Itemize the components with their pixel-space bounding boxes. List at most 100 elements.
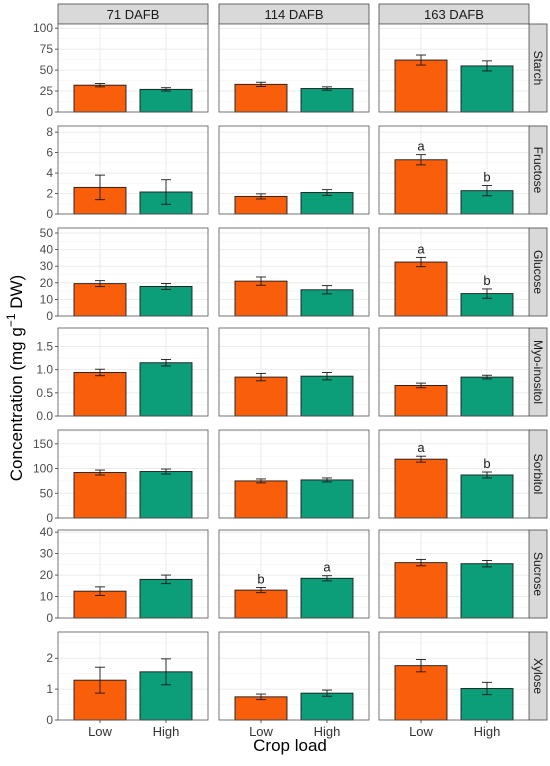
y-tick-label: 6 [46,146,53,160]
bar-low [234,376,288,417]
y-axis-label: Concentration (mg g−1 DW) [4,275,26,481]
panel-border [378,125,530,215]
y-axis-label-superscript: −1 [4,313,18,327]
y-tick-label: 10 [40,590,54,604]
bar-high [139,285,193,317]
bar-low [73,84,127,113]
bar-low [394,458,448,519]
y-tick-label: 50 [40,486,54,500]
row-strip-label: Glucose [531,250,545,294]
significance-letter: b [483,456,490,471]
y-tick-label: 0 [46,309,53,323]
panel-border [378,227,530,317]
y-tick-label: 100 [33,21,53,35]
significance-letter: b [483,170,490,185]
bar-low [394,261,448,317]
panel-border [57,227,209,317]
bar-high [300,375,354,417]
bar-low [394,59,448,113]
y-tick-label: 8 [46,125,53,139]
row-strip-label: Sorbitol [531,454,545,495]
y-tick-label: 150 [33,437,53,451]
bar-low [234,83,288,113]
y-tick-label: 0 [46,511,53,525]
panel-border [378,23,530,113]
significance-letter: a [323,560,331,575]
bar-low [234,280,288,317]
y-tick-label: 75 [40,42,54,56]
y-tick-label: 1.0 [36,363,53,377]
panel-border [378,327,530,417]
bar-high [139,578,193,619]
x-tick-label: Low [88,724,112,739]
panel-border [218,125,370,215]
column-strip-label: 163 DAFB [424,7,484,22]
x-tick-label: High [314,724,341,739]
y-tick-label: 30 [40,259,54,273]
row-strip-label: Xylose [531,658,545,694]
bar-low [73,283,127,317]
y-tick-label: 10 [40,292,54,306]
bar-high [139,88,193,113]
y-tick-label: 4 [46,166,53,180]
y-tick-label: 1 [46,682,53,696]
y-axis-label-main: Concentration (mg g [7,327,26,481]
panel-border [57,125,209,215]
bar-low [394,665,448,721]
bar-low [73,372,127,417]
x-tick-label: High [153,724,180,739]
panel-border [218,631,370,721]
panel-border [57,529,209,619]
bar-low [234,589,288,619]
y-tick-label: 0.0 [36,409,53,423]
y-tick-label: 0 [46,105,53,119]
bar-high [300,577,354,619]
x-tick-label: Low [409,724,433,739]
y-tick-label: 50 [40,226,54,240]
bar-low [73,472,127,519]
y-tick-label: 20 [40,568,54,582]
panel-border [57,23,209,113]
y-tick-label: 25 [40,84,54,98]
bar-high [139,471,193,519]
bar-low [234,696,288,721]
row-strip-label: Myo-inositol [531,340,545,404]
row-strip-label: Starch [531,51,545,86]
bar-high [139,362,193,417]
column-strip-label: 114 DAFB [264,7,323,22]
bar-high [300,479,354,519]
bar-low [394,384,448,417]
panel-border [218,227,370,317]
bar-high [460,376,514,417]
panel-border [218,327,370,417]
bar-low [394,562,448,619]
y-tick-label: 40 [40,525,54,539]
panel-border [378,631,530,721]
x-tick-label: High [474,724,501,739]
significance-letter: a [417,241,425,256]
column-strip-label: 71 DAFB [107,7,160,22]
row-strip-label: Fructose [531,147,545,194]
y-tick-label: 0.5 [36,386,53,400]
panel-border [378,529,530,619]
row-strip-label: Sucrose [531,552,545,596]
y-tick-label: 100 [33,462,53,476]
y-tick-label: 1.5 [36,340,53,354]
panel-border [218,429,370,519]
bar-low [394,159,448,215]
y-tick-label: 50 [40,63,54,77]
panel-border [57,327,209,417]
panel-border [218,529,370,619]
y-tick-label: 30 [40,547,54,561]
y-tick-label: 2 [46,187,53,201]
x-tick-label: Low [249,724,273,739]
bar-high [460,65,514,113]
y-tick-label: 0 [46,207,53,221]
panel-border [218,23,370,113]
bar-low [234,480,288,519]
y-tick-label: 40 [40,243,54,257]
panel-border [378,429,530,519]
significance-letter: b [257,572,264,587]
